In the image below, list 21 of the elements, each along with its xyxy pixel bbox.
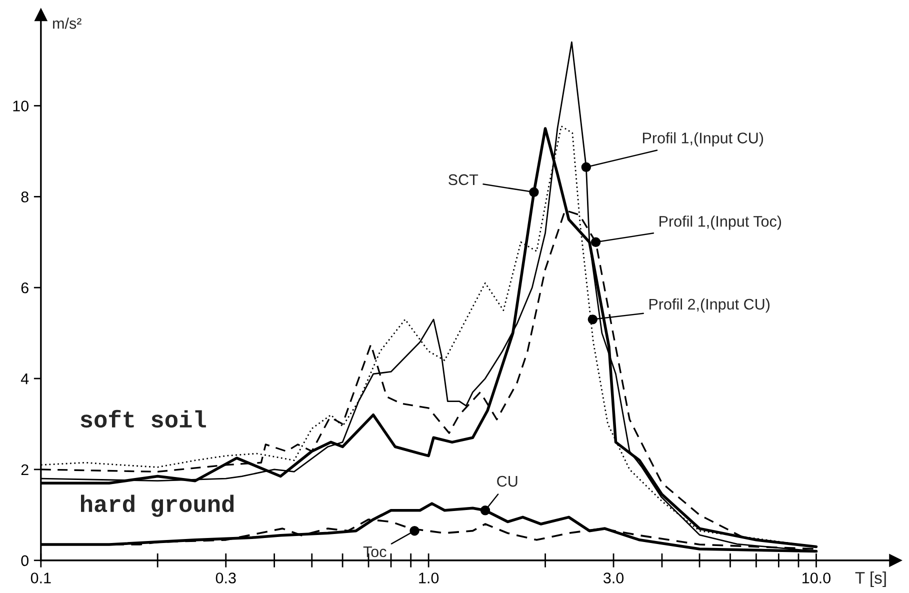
annotation: Toc [363,546,386,558]
y-tick-label: 0 [21,555,29,566]
x-tick-label: 3.0 [603,572,624,584]
y-tick-label: 2 [21,464,28,475]
x-axis-title: T [s] [855,571,886,588]
x-tick-label: 10.0 [802,572,831,584]
annotation: Profil 1,(Input Toc) [660,216,782,230]
y-tick-label: 6 [21,282,28,294]
y-tick-label: 10 [13,100,29,112]
annotation: soft soil [80,410,206,428]
annotation: Profil 2,(Input CU) [649,298,770,313]
x-tick-label: 1.0 [419,572,439,584]
annotation: SCT [448,174,478,186]
x-tick-label: 0.3 [216,572,236,584]
y-axis-title: m/s² [53,18,82,29]
x-tick-label: 0.1 [30,572,51,584]
annotation: CU [497,476,518,487]
y-tick-label: 8 [21,192,28,202]
annotation: hard ground [81,494,234,517]
annotation: Profil 1,(Input CU) [642,132,764,146]
y-tick-label: 4 [20,374,29,384]
